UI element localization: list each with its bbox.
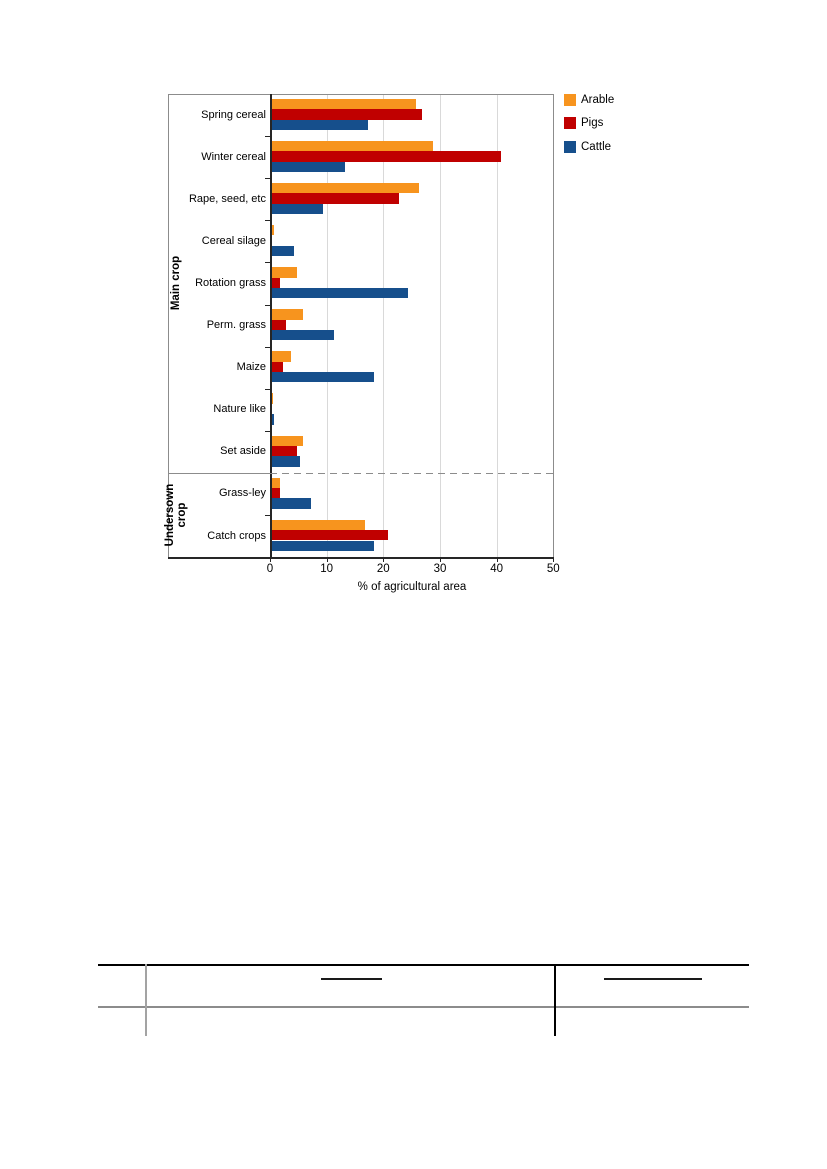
- y-axis-tick: [265, 220, 270, 222]
- bar-pigs-winter-cereal: [271, 151, 501, 162]
- category-label-catch-crops: Catch crops: [207, 529, 266, 542]
- bar-arable-perm-grass: [271, 309, 303, 320]
- bar-arable-spring-cereal: [271, 98, 416, 110]
- crop-area-bar-chart: % of agricultural area Spring cereal Wint…: [164, 94, 615, 593]
- bar-cattle-nature-like: [271, 414, 275, 425]
- category-label-set-aside: Set aside: [220, 445, 266, 458]
- table-header-underline-left: [321, 978, 382, 980]
- category-label-rape-seed-etc: Rape, seed, etc: [188, 192, 266, 205]
- bar-cattle-spring-cereal: [271, 119, 368, 130]
- plot-border-right: [553, 94, 555, 557]
- bar-arable-nature-like: [271, 393, 273, 404]
- bar-cattle-rotation-grass: [271, 288, 408, 299]
- category-label-winter-cereal: Winter cereal: [201, 150, 266, 163]
- x-axis-tick-40: [496, 557, 498, 562]
- x-tick-label-10: 10: [320, 563, 334, 575]
- x-tick-label-0: 0: [266, 563, 274, 575]
- y-axis-tick: [265, 514, 270, 516]
- y-axis-tick: [265, 178, 270, 180]
- group-label-main-crop: Main crop: [170, 256, 182, 311]
- plot-border-left: [168, 94, 169, 557]
- legend-label-cattle: Cattle: [581, 140, 612, 153]
- legend-swatch-pigs-icon: [564, 117, 576, 130]
- y-axis-tick: [265, 304, 270, 306]
- y-axis-tick: [265, 346, 270, 348]
- bar-arable-set-aside: [271, 435, 303, 446]
- category-label-cereal-silage: Cereal silage: [201, 234, 266, 247]
- x-axis-title: % of agricultural area: [357, 581, 467, 593]
- gridline-30: [440, 94, 441, 557]
- bar-pigs-set-aside: [271, 445, 297, 457]
- bar-cattle-grass-ley: [271, 498, 312, 509]
- table-vertical-rule-left: [145, 964, 147, 1036]
- legend-swatch-arable-icon: [564, 94, 576, 106]
- x-tick-label-50: 50: [546, 563, 560, 575]
- bar-arable-cereal-silage: [271, 225, 275, 236]
- bar-cattle-cereal-silage: [271, 245, 295, 257]
- y-axis-tick: [265, 430, 270, 432]
- bar-pigs-grass-ley: [271, 488, 280, 499]
- x-axis-tick-20: [383, 557, 385, 562]
- category-label-spring-cereal: Spring cereal: [201, 108, 266, 121]
- bar-arable-maize: [271, 351, 292, 362]
- bar-arable-rotation-grass: [271, 267, 297, 278]
- y-axis-tick: [265, 136, 270, 138]
- bar-pigs-perm-grass: [271, 319, 286, 331]
- x-axis-tick-10: [326, 557, 328, 562]
- x-axis-tick-0: [270, 557, 271, 562]
- bar-cattle-maize: [271, 372, 374, 383]
- category-label-perm-grass: Perm. grass: [206, 319, 266, 331]
- y-axis-tick: [265, 262, 270, 264]
- gridline-20: [383, 94, 385, 557]
- gridline-10: [326, 94, 328, 557]
- bar-cattle-rape-seed-etc: [271, 203, 323, 215]
- x-axis-line: [168, 557, 555, 559]
- bar-cattle-set-aside: [271, 456, 300, 467]
- legend-label-pigs: Pigs: [581, 117, 604, 130]
- group-separator-dashed: [270, 472, 554, 475]
- category-label-nature-like: Nature like: [213, 403, 266, 416]
- group-separator-solid: [168, 472, 270, 475]
- category-label-grass-ley: Grass-ley: [218, 487, 266, 500]
- x-tick-label-40: 40: [490, 563, 503, 575]
- legend-label-arable: Arable: [581, 94, 615, 106]
- bar-arable-grass-ley: [271, 477, 280, 488]
- table-header-underline-right: [604, 978, 702, 980]
- category-label-rotation-grass: Rotation grass: [195, 276, 266, 289]
- bar-arable-winter-cereal: [271, 140, 433, 152]
- bar-arable-rape-seed-etc: [271, 183, 419, 194]
- group-label-undersown-crop: Undersown crop: [164, 483, 188, 547]
- legend-swatch-cattle-icon: [564, 140, 576, 153]
- table-top-rule: [98, 964, 749, 966]
- y-axis-line: [270, 94, 272, 557]
- bar-arable-catch-crops: [271, 519, 365, 531]
- category-label-maize: Maize: [236, 361, 266, 374]
- bar-pigs-maize: [271, 361, 283, 373]
- x-tick-label-30: 30: [433, 563, 447, 575]
- bar-cattle-perm-grass: [271, 330, 334, 341]
- y-axis-tick: [265, 388, 270, 390]
- x-axis-tick-30: [440, 557, 441, 562]
- bar-cattle-catch-crops: [271, 540, 374, 551]
- bar-cattle-winter-cereal: [271, 161, 346, 173]
- table-vertical-rule-mid: [554, 964, 556, 1036]
- x-axis-tick-50: [553, 557, 555, 562]
- plot-border-top: [168, 94, 554, 95]
- bar-pigs-catch-crops: [271, 530, 388, 541]
- bar-pigs-spring-cereal: [271, 109, 422, 120]
- gridline-40: [496, 94, 498, 557]
- bar-pigs-rape-seed-etc: [271, 193, 399, 204]
- table-mid-rule: [98, 1006, 749, 1008]
- x-tick-label-20: 20: [376, 563, 390, 575]
- bar-pigs-rotation-grass: [271, 277, 280, 288]
